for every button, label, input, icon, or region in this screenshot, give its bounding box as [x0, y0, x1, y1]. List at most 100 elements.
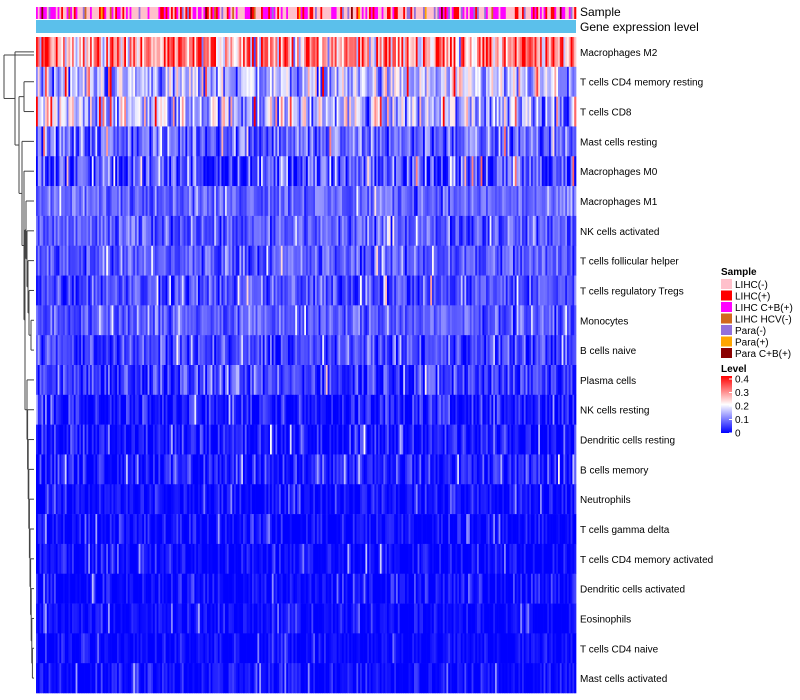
heatmap-cell — [493, 215, 496, 247]
heatmap-cell — [81, 156, 84, 187]
heatmap-cell — [405, 96, 408, 127]
heatmap-cell — [232, 335, 235, 366]
sample-annotation-cell — [113, 7, 116, 19]
heatmap-cell — [300, 305, 303, 336]
heatmap-cell — [66, 365, 69, 396]
heatmap-cell — [160, 96, 163, 127]
heatmap-cell — [298, 37, 301, 68]
heatmap-cell — [419, 394, 422, 425]
heatmap-cell — [264, 305, 267, 336]
heatmap-cell — [552, 305, 555, 336]
heatmap-cell — [493, 126, 496, 157]
heatmap-cell — [140, 96, 143, 127]
heatmap-cell — [55, 126, 58, 157]
heatmap-cell — [243, 245, 246, 276]
heatmap-cell — [487, 215, 490, 247]
heatmap-cell — [441, 156, 444, 187]
heatmap-cell — [41, 424, 44, 455]
heatmap-cell — [500, 186, 503, 217]
heatmap-cell — [196, 215, 199, 247]
heatmap-cell — [300, 156, 303, 187]
heatmap-cell — [124, 126, 127, 157]
heatmap-cell — [498, 454, 501, 485]
heatmap-cell — [262, 335, 265, 366]
heatmap-cell — [54, 215, 57, 247]
heatmap-cell — [415, 454, 418, 485]
heatmap-cell — [147, 335, 150, 366]
heatmap-cell — [86, 305, 89, 336]
heatmap-cell — [408, 365, 411, 396]
heatmap-cell — [93, 335, 96, 366]
heatmap-cell — [286, 96, 289, 127]
heatmap-cell — [261, 37, 264, 68]
heatmap-cell — [435, 454, 438, 485]
heatmap-cell — [540, 186, 543, 217]
heatmap-cell — [176, 335, 179, 366]
heatmap-cell — [97, 484, 100, 515]
heatmap-cell — [95, 66, 98, 97]
heatmap-cell — [486, 245, 489, 276]
heatmap-cell — [417, 394, 420, 425]
heatmap-cell — [37, 484, 40, 515]
heatmap-cell — [261, 305, 264, 336]
heatmap-cell — [430, 96, 433, 127]
heatmap-cell — [316, 96, 319, 127]
heatmap-cell — [270, 335, 273, 366]
heatmap-cell — [158, 186, 161, 217]
heatmap-cell — [574, 454, 577, 485]
heatmap-cell — [390, 275, 393, 306]
heatmap-cell — [239, 37, 242, 68]
heatmap-cell — [255, 454, 258, 485]
heatmap-cell — [298, 394, 301, 425]
heatmap-cell — [212, 394, 215, 425]
heatmap-cell — [225, 66, 228, 97]
heatmap-cell — [374, 335, 377, 366]
heatmap-cell — [340, 454, 343, 485]
sample-annotation-cell — [181, 7, 184, 19]
heatmap-cell — [291, 96, 294, 127]
heatmap-cell — [288, 394, 291, 425]
heatmap-cell — [147, 365, 150, 396]
heatmap-cell — [282, 335, 285, 366]
heatmap-cell — [167, 365, 170, 396]
heatmap-cell — [372, 215, 375, 247]
heatmap-cell — [565, 454, 568, 485]
heatmap-cell — [262, 156, 265, 187]
heatmap-cell — [556, 126, 559, 157]
heatmap-cell — [320, 66, 323, 97]
heatmap-cell — [421, 424, 424, 455]
heatmap-cell — [297, 305, 300, 336]
heatmap-cell — [284, 394, 287, 425]
heatmap-cell — [322, 126, 325, 157]
heatmap-cell — [500, 365, 503, 396]
heatmap-cell — [207, 394, 210, 425]
heatmap-cell — [558, 454, 561, 485]
heatmap-cell — [36, 335, 39, 366]
heatmap-cell — [397, 96, 400, 127]
heatmap-cell — [300, 96, 303, 127]
heatmap-cell — [462, 454, 465, 485]
heatmap-cell — [48, 96, 51, 127]
heatmap-cell — [428, 66, 431, 97]
heatmap-cell — [187, 66, 190, 97]
heatmap-cell — [313, 37, 316, 68]
heatmap-cell — [95, 96, 98, 127]
heatmap-cell — [142, 275, 145, 306]
heatmap-cell — [102, 394, 105, 425]
heatmap-cell — [570, 305, 573, 336]
heatmap-cell — [514, 394, 517, 425]
heatmap-cell — [354, 394, 357, 425]
heatmap-cell — [210, 156, 213, 187]
heatmap-cell — [394, 186, 397, 217]
heatmap-cell — [237, 394, 240, 425]
heatmap-cell — [466, 215, 469, 247]
heatmap-cell — [230, 275, 233, 306]
heatmap-cell — [462, 66, 465, 97]
heatmap-cell — [550, 37, 553, 68]
heatmap-cell — [54, 424, 57, 455]
heatmap-cell — [68, 96, 71, 127]
heatmap-cell — [435, 186, 438, 217]
heatmap-cell — [226, 484, 229, 515]
heatmap-cell — [563, 275, 566, 306]
sample-annotation-cell — [540, 7, 543, 19]
